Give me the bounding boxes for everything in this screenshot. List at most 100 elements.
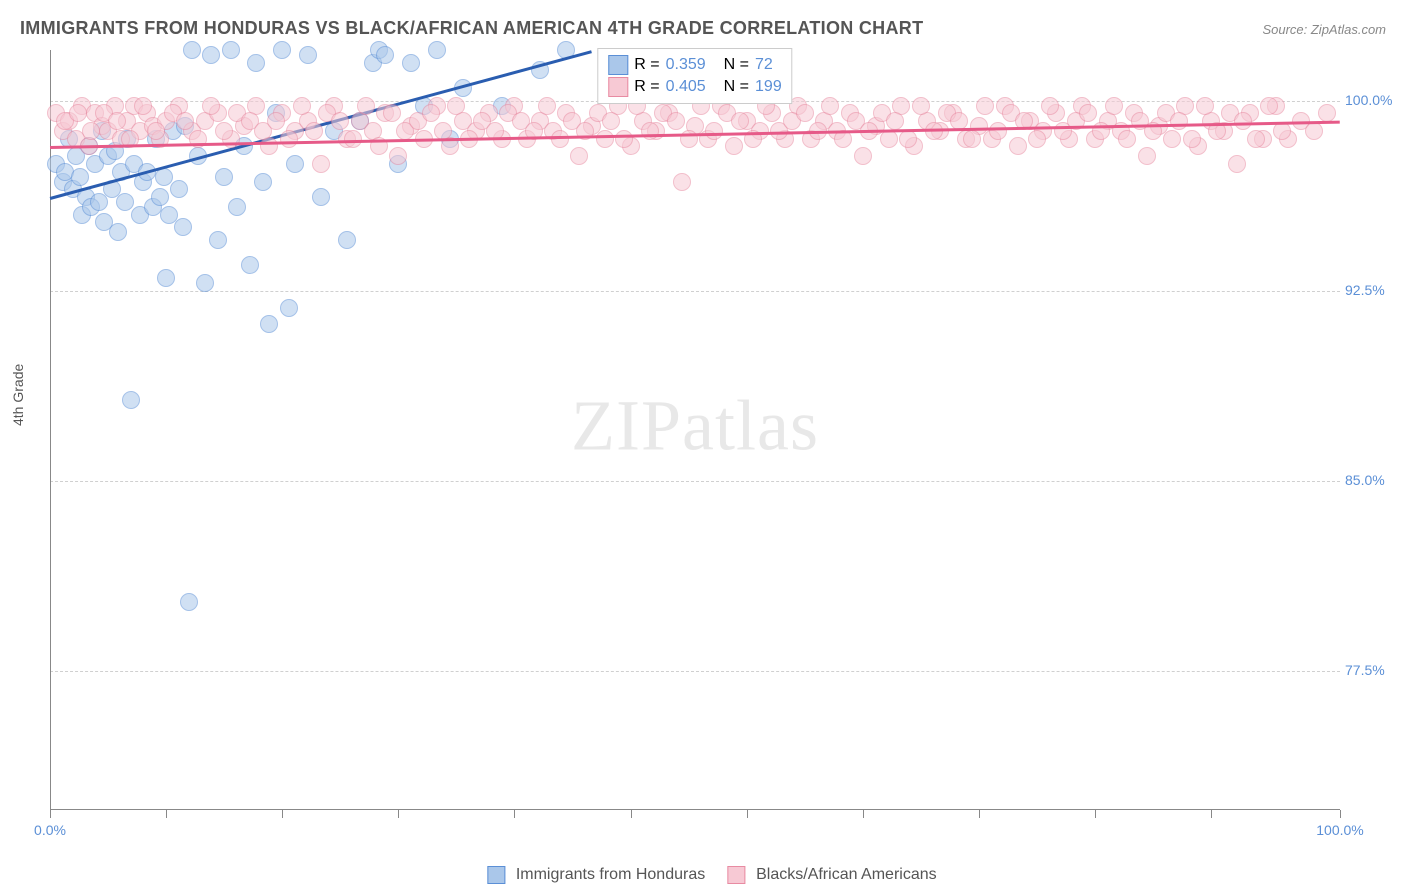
data-point-black bbox=[1183, 130, 1201, 148]
x-tick-mark bbox=[282, 810, 283, 818]
x-tick-mark bbox=[166, 810, 167, 818]
data-point-black bbox=[147, 122, 165, 140]
data-point-black bbox=[422, 104, 440, 122]
data-point-honduras bbox=[174, 218, 192, 236]
data-point-black bbox=[1163, 130, 1181, 148]
watermark: ZIPatlas bbox=[571, 384, 819, 467]
legend-bottom: Immigrants from Honduras Blacks/African … bbox=[469, 866, 936, 884]
data-point-black bbox=[267, 112, 285, 130]
data-point-black bbox=[134, 97, 152, 115]
data-point-black bbox=[854, 147, 872, 165]
data-point-black bbox=[821, 97, 839, 115]
data-point-black bbox=[82, 122, 100, 140]
data-point-black bbox=[293, 97, 311, 115]
data-point-black bbox=[886, 112, 904, 130]
data-point-honduras bbox=[180, 593, 198, 611]
x-tick-label: 100.0% bbox=[1316, 822, 1363, 838]
data-point-honduras bbox=[151, 188, 169, 206]
data-point-black bbox=[641, 122, 659, 140]
data-point-black bbox=[280, 130, 298, 148]
n-value-black: 199 bbox=[755, 78, 782, 96]
data-point-black bbox=[673, 173, 691, 191]
data-point-honduras bbox=[241, 256, 259, 274]
x-tick-label: 0.0% bbox=[34, 822, 66, 838]
y-tick-label: 100.0% bbox=[1345, 92, 1400, 108]
data-point-honduras bbox=[215, 168, 233, 186]
data-point-black bbox=[215, 122, 233, 140]
data-point-black bbox=[796, 104, 814, 122]
swatch-black bbox=[608, 77, 628, 97]
source-label: Source: ZipAtlas.com bbox=[1262, 22, 1386, 37]
legend-label-1: Immigrants from Honduras bbox=[516, 866, 705, 883]
data-point-honduras bbox=[247, 54, 265, 72]
data-point-honduras bbox=[376, 46, 394, 64]
data-point-black bbox=[615, 130, 633, 148]
data-point-black bbox=[383, 104, 401, 122]
data-point-honduras bbox=[254, 173, 272, 191]
data-point-black bbox=[725, 137, 743, 155]
n-label: N = bbox=[724, 56, 749, 74]
y-axis-label: 4th Grade bbox=[10, 364, 26, 426]
data-point-honduras bbox=[116, 193, 134, 211]
x-tick-mark bbox=[1095, 810, 1096, 818]
data-point-black bbox=[989, 122, 1007, 140]
data-point-black bbox=[570, 147, 588, 165]
x-tick-mark bbox=[50, 810, 51, 818]
data-point-honduras bbox=[122, 391, 140, 409]
gridline bbox=[50, 291, 1340, 292]
data-point-black bbox=[357, 97, 375, 115]
data-point-black bbox=[1247, 130, 1265, 148]
data-point-black bbox=[1260, 97, 1278, 115]
data-point-black bbox=[1228, 155, 1246, 173]
data-point-honduras bbox=[183, 41, 201, 59]
data-point-black bbox=[1234, 112, 1252, 130]
x-tick-mark bbox=[514, 810, 515, 818]
data-point-black bbox=[705, 122, 723, 140]
data-point-black bbox=[1009, 137, 1027, 155]
data-point-black bbox=[596, 130, 614, 148]
data-point-black bbox=[1273, 122, 1291, 140]
legend-stats: R = 0.359N = 72R = 0.405N = 199 bbox=[597, 48, 792, 104]
r-label: R = bbox=[634, 56, 659, 74]
data-point-honduras bbox=[209, 231, 227, 249]
data-point-black bbox=[731, 112, 749, 130]
data-point-honduras bbox=[402, 54, 420, 72]
data-point-black bbox=[1196, 97, 1214, 115]
x-tick-mark bbox=[631, 810, 632, 818]
data-point-black bbox=[912, 97, 930, 115]
data-point-honduras bbox=[260, 315, 278, 333]
data-point-honduras bbox=[338, 231, 356, 249]
chart-title: IMMIGRANTS FROM HONDURAS VS BLACK/AFRICA… bbox=[20, 18, 923, 39]
x-tick-mark bbox=[1340, 810, 1341, 818]
n-label: N = bbox=[724, 78, 749, 96]
y-tick-label: 92.5% bbox=[1345, 282, 1400, 298]
y-tick-label: 77.5% bbox=[1345, 662, 1400, 678]
data-point-black bbox=[880, 130, 898, 148]
data-point-black bbox=[331, 112, 349, 130]
data-point-honduras bbox=[109, 223, 127, 241]
data-point-black bbox=[312, 155, 330, 173]
x-tick-mark bbox=[1211, 810, 1212, 818]
swatch-series-1 bbox=[487, 866, 505, 884]
data-point-honduras bbox=[428, 41, 446, 59]
data-point-black bbox=[176, 112, 194, 130]
data-point-honduras bbox=[222, 41, 240, 59]
data-point-black bbox=[1170, 112, 1188, 130]
y-tick-label: 85.0% bbox=[1345, 472, 1400, 488]
x-tick-mark bbox=[863, 810, 864, 818]
swatch-honduras bbox=[608, 55, 628, 75]
data-point-honduras bbox=[228, 198, 246, 216]
data-point-black bbox=[1118, 130, 1136, 148]
data-point-honduras bbox=[286, 155, 304, 173]
data-point-black bbox=[108, 112, 126, 130]
data-point-honduras bbox=[202, 46, 220, 64]
x-axis bbox=[50, 809, 1340, 810]
data-point-black bbox=[899, 130, 917, 148]
data-point-honduras bbox=[273, 41, 291, 59]
data-point-black bbox=[667, 112, 685, 130]
data-point-honduras bbox=[312, 188, 330, 206]
x-tick-mark bbox=[979, 810, 980, 818]
data-point-black bbox=[976, 97, 994, 115]
data-point-black bbox=[344, 130, 362, 148]
data-point-black bbox=[305, 122, 323, 140]
